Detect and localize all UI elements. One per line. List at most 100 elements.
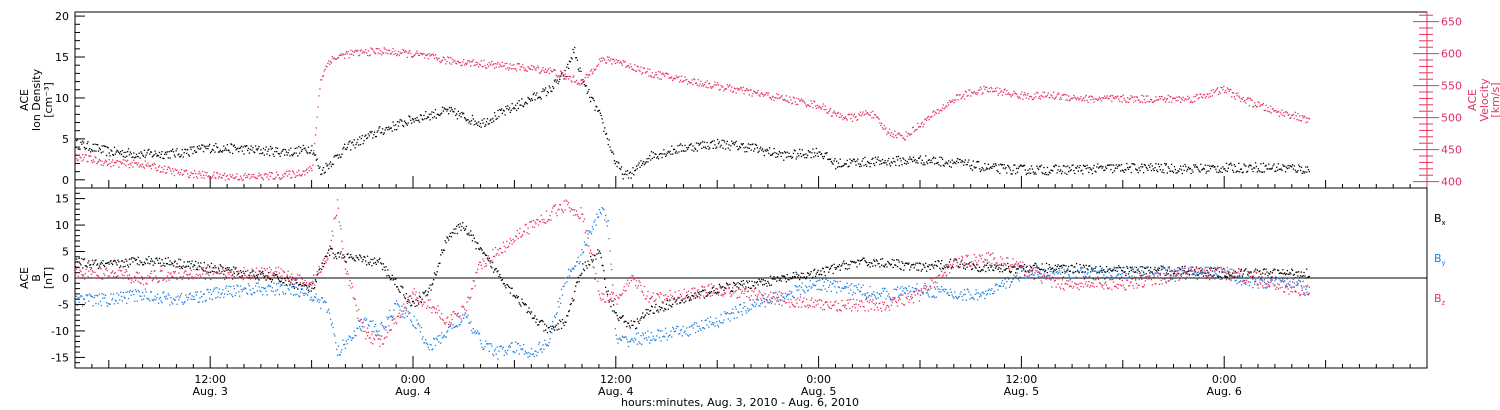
by-point (97, 295, 99, 297)
bx-point (577, 276, 579, 279)
velocity-point (356, 50, 358, 52)
ion-density-point (698, 144, 700, 146)
velocity-point (96, 163, 98, 165)
by-point (172, 303, 174, 305)
velocity-point (565, 78, 567, 80)
by-point (244, 287, 246, 289)
ion-density-point (1067, 165, 1069, 167)
bx-point (1074, 266, 1076, 268)
top-left-ylabel-line2: Ion Density (30, 68, 43, 131)
bx-point (1291, 268, 1293, 270)
ion-density-point (252, 146, 254, 149)
ion-density-point (104, 145, 106, 147)
bx-point (277, 278, 280, 280)
ion-density-point (873, 162, 875, 165)
ion-density-point (672, 153, 674, 155)
ion-density-point (1079, 165, 1081, 167)
by-point (373, 326, 376, 328)
velocity-point (528, 67, 530, 69)
ion-density-point (1210, 165, 1213, 167)
bx-point (194, 260, 197, 263)
by-point (83, 298, 86, 300)
ion-density-point (222, 150, 224, 152)
ion-density-point (209, 152, 212, 154)
bx-point (500, 279, 503, 281)
ion-density-point (364, 135, 366, 137)
velocity-point (1305, 122, 1307, 124)
bx-point (486, 258, 489, 260)
velocity-point (1255, 106, 1258, 108)
velocity-point (904, 139, 907, 141)
velocity-point (756, 91, 758, 94)
by-point (463, 314, 466, 316)
ion-density-point (590, 100, 592, 103)
by-point (117, 302, 119, 304)
bx-point (660, 306, 662, 309)
ion-density-point (476, 122, 478, 124)
bx-point (229, 269, 231, 271)
velocity-point (425, 54, 427, 56)
velocity-point (473, 64, 475, 67)
velocity-point (309, 165, 311, 168)
ion-density-point (614, 163, 616, 165)
ion-density-point (199, 148, 201, 150)
top-x-ticks (91, 176, 1411, 188)
ion-density-point (81, 143, 83, 145)
bx-point (599, 252, 601, 254)
velocity-point (776, 97, 779, 99)
by-point (262, 294, 264, 296)
ion-density-point (492, 117, 494, 120)
ion-density-point (657, 158, 660, 160)
bx-point (939, 267, 941, 269)
ion-density-point (553, 87, 555, 89)
ion-density-point (808, 151, 810, 153)
bx-point (866, 261, 868, 264)
by-point (271, 287, 273, 289)
bx-point (1044, 271, 1046, 273)
right-y-tick-label: 500 (1441, 112, 1462, 125)
bx-point (507, 284, 509, 286)
ion-density-point (419, 114, 422, 116)
by-point (75, 302, 77, 304)
ion-density-point (177, 154, 179, 156)
ion-density-point (228, 150, 230, 152)
ion-density-point (949, 161, 952, 163)
bx-point (694, 297, 697, 299)
ion-density-point (448, 106, 451, 109)
velocity-point (214, 176, 216, 179)
ion-density-point (874, 156, 877, 159)
bx-point (137, 256, 139, 259)
ion-density-point (200, 147, 202, 149)
velocity-point (1227, 88, 1229, 90)
bx-point (1272, 269, 1274, 272)
velocity-point (545, 71, 548, 73)
ion-density-point (99, 148, 101, 151)
ion-density-point (1173, 166, 1176, 168)
by-point (493, 355, 495, 357)
ion-density-point (274, 150, 276, 153)
velocity-point (94, 156, 96, 158)
by-point (75, 295, 78, 297)
bx-point (540, 320, 542, 322)
by-point (381, 324, 384, 327)
velocity-point (188, 177, 191, 179)
bx-point (95, 259, 97, 261)
velocity-point (442, 56, 444, 58)
top-right-ylabel-line2: Velocity (1478, 78, 1491, 122)
velocity-point (938, 112, 940, 114)
ion-density-point (754, 148, 756, 150)
bx-point (1228, 274, 1230, 276)
bx-point (1021, 270, 1023, 272)
by-point (312, 300, 314, 302)
ion-density-point (204, 146, 206, 148)
bx-point (154, 262, 156, 265)
ion-density-point (753, 150, 755, 152)
bx-point (456, 232, 459, 235)
bx-point (1221, 271, 1223, 273)
ion-density-point (1030, 165, 1033, 167)
velocity-point (239, 175, 242, 177)
ion-density-point (528, 98, 530, 100)
bx-point (1185, 271, 1187, 273)
velocity-point (969, 89, 971, 91)
bx-point (485, 254, 488, 256)
